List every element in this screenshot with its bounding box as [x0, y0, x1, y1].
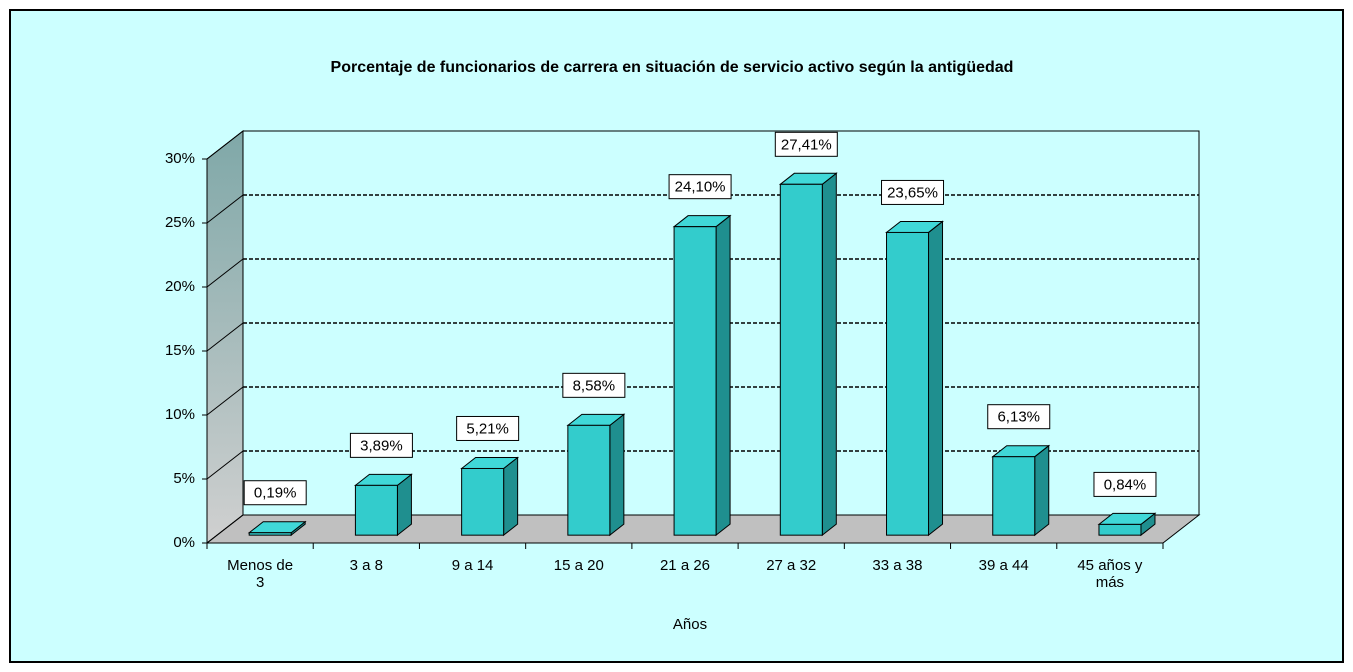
bar: [673, 226, 717, 536]
bar: [886, 231, 930, 536]
side-grid-line: [206, 386, 244, 416]
data-label: 27,41%: [781, 136, 832, 153]
x-axis-label: Años: [673, 616, 707, 633]
bar-side: [609, 413, 625, 537]
chart-title: Porcentaje de funcionarios de carrera en…: [331, 59, 1014, 76]
bar-side: [715, 214, 731, 537]
y-tick-label: 0%: [173, 534, 195, 551]
side-grid-line: [206, 130, 244, 160]
x-tick-label: 3 a 8: [349, 557, 384, 574]
data-label: 24,10%: [675, 179, 726, 196]
data-label-box: [881, 179, 945, 205]
x-tick-label: 21 a 26: [659, 557, 711, 574]
bar: [779, 183, 823, 536]
data-label: 3,89%: [360, 437, 403, 454]
data-label-box: [456, 415, 520, 441]
side-grid-line: [206, 322, 244, 352]
y-tick-label: 25%: [165, 214, 195, 231]
data-label: 5,21%: [466, 420, 509, 437]
data-label-box: [562, 372, 626, 398]
bar: [248, 532, 292, 536]
bar: [567, 424, 611, 536]
y-tick-label: 20%: [165, 278, 195, 295]
side-grid-line: [206, 514, 244, 544]
data-label: 8,58%: [573, 377, 616, 394]
bar-side: [1034, 444, 1050, 537]
bar: [992, 456, 1036, 536]
data-label-box: [987, 404, 1051, 430]
x-tick-label: 39 a 44: [978, 557, 1029, 574]
data-label: 0,19%: [254, 485, 297, 502]
data-label-box: [1093, 471, 1157, 497]
y-tick-label: 10%: [165, 406, 195, 423]
side-grid-line: [206, 450, 244, 480]
x-tick-label: 9 a 14: [451, 557, 494, 574]
y-tick-label: 5%: [173, 470, 195, 487]
y-tick-label: 30%: [165, 150, 195, 167]
data-label-box: [349, 432, 413, 458]
data-label: 6,13%: [997, 409, 1040, 426]
x-tick-label: 45 años y más: [1077, 557, 1143, 591]
bar: [354, 484, 398, 536]
data-label-box: [243, 480, 307, 506]
side-grid-line: [206, 258, 244, 288]
bar: [461, 467, 505, 536]
x-tick-label: Menos de 3: [227, 557, 294, 591]
data-label: 0,84%: [1104, 476, 1147, 493]
bar: [1098, 523, 1142, 536]
x-tick-label: 33 a 38: [872, 557, 923, 574]
x-tick-label: 15 a 20: [553, 557, 604, 574]
y-tick-label: 15%: [165, 342, 195, 359]
x-tick-label: 27 a 32: [766, 557, 817, 574]
data-label: 23,65%: [887, 184, 938, 201]
bar-side: [503, 456, 519, 537]
side-grid-line: [206, 194, 244, 224]
bar-side: [928, 220, 944, 537]
bar-side: [821, 172, 837, 537]
data-label-box: [774, 131, 838, 157]
data-label-box: [668, 174, 732, 200]
